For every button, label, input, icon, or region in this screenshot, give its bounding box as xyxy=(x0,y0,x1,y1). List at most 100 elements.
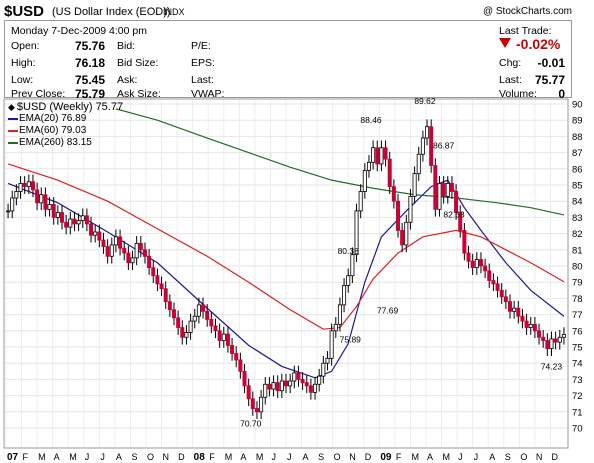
price-bars xyxy=(6,119,566,420)
price-candle xyxy=(300,378,305,384)
y-tick-label: 74 xyxy=(572,359,583,370)
high-label: High: xyxy=(11,57,36,69)
y-tick-label: 75 xyxy=(572,343,583,354)
y-tick-label: 81 xyxy=(572,245,583,256)
legend-label-ema60: EMA(60) 79.03 xyxy=(19,125,87,136)
price-candle xyxy=(283,380,288,387)
vwap-label: VWAP: xyxy=(191,88,225,100)
price-candle xyxy=(18,182,23,192)
x-tick-label: M xyxy=(38,452,46,462)
x-tick-label: 08 xyxy=(194,452,206,463)
price-candle xyxy=(72,218,77,225)
high-value: 76.18 xyxy=(75,56,106,70)
price-candle xyxy=(159,283,164,290)
price-candle xyxy=(470,260,475,269)
price-candle xyxy=(101,239,106,247)
price-candle xyxy=(395,200,400,231)
price-candle xyxy=(60,212,65,223)
x-tick-label: A xyxy=(427,452,433,462)
price-candle xyxy=(333,323,338,332)
price-candle xyxy=(350,254,355,277)
open-label: Open: xyxy=(11,40,40,52)
legend-title-text: $USD (Weekly) 75.77 xyxy=(16,101,124,113)
price-candle xyxy=(313,383,318,393)
ask-size-label: Ask Size: xyxy=(117,88,161,100)
price-candle xyxy=(171,309,176,319)
price-annotation: 77.69 xyxy=(377,305,399,315)
x-tick-label: J xyxy=(474,452,479,462)
price-annotations: 88.46 89.62 86.87 80.38 82.63 77.69 75.89 70.70… xyxy=(240,98,562,429)
y-tick-label: 88 xyxy=(572,132,583,143)
x-tick-label: F xyxy=(209,452,215,462)
price-candle xyxy=(113,236,118,246)
price-candle xyxy=(362,170,367,192)
price-candle xyxy=(503,296,508,303)
price-candle xyxy=(201,304,206,312)
grid-lines xyxy=(5,100,567,447)
y-tick-label: 82 xyxy=(572,229,583,240)
x-tick-label: N xyxy=(536,452,543,462)
y-tick-label: 76 xyxy=(572,326,583,337)
price-annotation: 80.38 xyxy=(338,246,360,256)
price-candle xyxy=(346,275,351,286)
x-tick-label: M xyxy=(225,452,233,462)
price-candle xyxy=(537,330,542,338)
x-tick-label: 07 xyxy=(7,452,19,463)
price-candle xyxy=(561,334,566,338)
price-candle xyxy=(250,398,255,409)
y-tick-label: 71 xyxy=(572,407,583,418)
x-tick-label: D xyxy=(178,452,185,462)
volume-value: 0 xyxy=(558,87,565,101)
price-candle xyxy=(400,229,405,246)
y-tick-label: 78 xyxy=(572,294,583,305)
price-candle xyxy=(6,210,11,213)
price-candle xyxy=(30,181,35,191)
price-candle xyxy=(134,242,139,259)
price-candle xyxy=(39,194,44,204)
price-candle xyxy=(528,323,533,328)
price-candle xyxy=(462,229,467,254)
price-candle xyxy=(80,215,85,222)
price-candle xyxy=(483,265,488,272)
x-tick-label: D xyxy=(551,452,558,462)
x-tick-label: A xyxy=(489,452,495,462)
price-candle xyxy=(441,182,446,197)
price-annotation: 75.89 xyxy=(340,335,362,345)
price-candle xyxy=(375,147,380,165)
price-candle xyxy=(271,382,276,390)
low-value: 75.45 xyxy=(75,73,106,87)
change-percent: -0.02% xyxy=(516,36,561,52)
x-tick-label: M xyxy=(69,452,77,462)
price-candle xyxy=(213,325,218,332)
price-candle xyxy=(541,336,546,341)
x-tick-label: S xyxy=(505,452,511,462)
price-candle xyxy=(321,362,326,377)
price-candle xyxy=(449,182,454,192)
x-tick-label: M xyxy=(411,452,419,462)
price-candle xyxy=(478,259,483,267)
price-candle xyxy=(553,338,558,343)
copyright-link[interactable]: @ StockCharts.com xyxy=(482,6,572,17)
price-candle xyxy=(454,191,459,213)
y-tick-label: 85 xyxy=(572,181,583,192)
last-price-value: 75.77 xyxy=(534,73,565,87)
price-candle xyxy=(408,195,413,223)
price-candle xyxy=(557,336,562,343)
price-candle xyxy=(549,338,554,350)
price-candle xyxy=(383,147,388,160)
price-candle xyxy=(524,320,529,328)
ema60-swatch xyxy=(8,130,18,132)
price-candle xyxy=(512,307,517,312)
price-candle xyxy=(379,147,384,165)
ema-line xyxy=(7,163,565,330)
chg-label: Chg: xyxy=(499,57,522,69)
legend-item-ema60: EMA(60) 79.03 xyxy=(8,125,123,137)
price-candle xyxy=(242,370,247,387)
legend-item-ema260: EMA(260) 83.15 xyxy=(8,137,123,149)
price-candle xyxy=(254,408,259,413)
legend-label-ema260: EMA(260) 83.15 xyxy=(19,137,92,148)
price-candle xyxy=(93,231,98,236)
low-label: Low: xyxy=(11,74,34,86)
ema-line xyxy=(7,179,565,379)
price-candle xyxy=(47,204,52,210)
